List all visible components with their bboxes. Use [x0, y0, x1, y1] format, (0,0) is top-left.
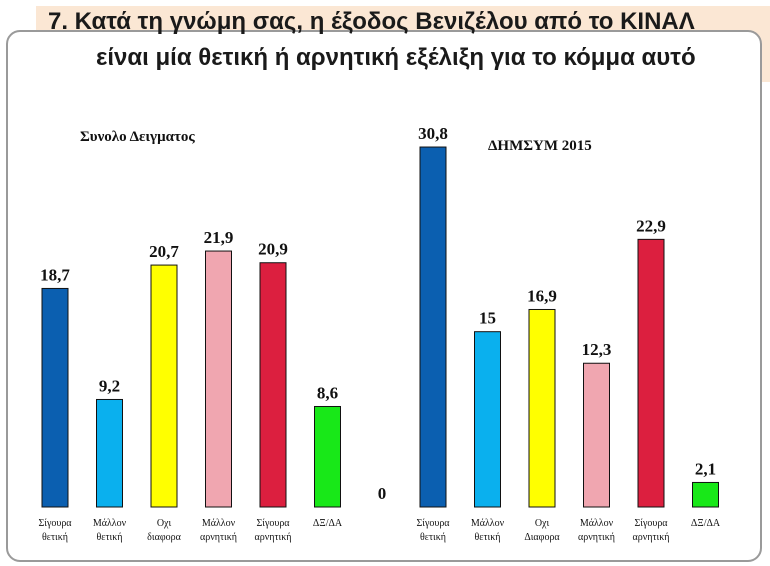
category-label-0-1-0: Μάλλον	[93, 518, 127, 529]
data-label-2-3: 12,3	[582, 340, 612, 359]
chart-title-line-1: 7. Κατά τη γνώμη σας, η έξοδος Βενιζέλου…	[48, 8, 695, 35]
category-label-2-2-0: Οχι	[535, 518, 550, 529]
bar-2-4	[637, 238, 665, 508]
bar-2-0	[419, 146, 447, 508]
category-label-0-4-1: αρνητική	[255, 532, 292, 543]
data-label-2-5: 2,1	[695, 459, 716, 478]
category-label-2-1-0: Μάλλον	[471, 518, 505, 529]
bar-0-5	[314, 405, 341, 508]
data-label-2-2: 16,9	[527, 286, 557, 305]
category-label-2-5-0: ΔΞ/ΔΑ	[691, 518, 721, 529]
category-label-0-0-1: θετική	[42, 532, 68, 543]
bar-2-2	[528, 308, 556, 508]
category-label-0-5-0: ΔΞ/ΔΑ	[313, 518, 343, 529]
data-label-0-1: 9,2	[99, 376, 120, 395]
bar-0-3	[205, 250, 232, 508]
category-label-2-1-1: θετική	[475, 532, 501, 543]
category-label-2-0-0: Σίγουρα	[416, 518, 450, 529]
bar-2-3	[583, 362, 610, 508]
data-label-0-4: 20,9	[258, 240, 288, 259]
data-label-0-0: 18,7	[40, 265, 70, 284]
category-label-0-3-1: αρνητική	[200, 532, 237, 543]
bar-2-5	[692, 481, 719, 508]
category-label-0-2-0: Οχι	[157, 518, 172, 529]
bar-0-2	[150, 264, 178, 508]
data-label-2-4: 22,9	[636, 216, 666, 235]
data-label-2-0: 30,8	[418, 124, 448, 143]
category-label-0-3-0: Μάλλον	[202, 518, 236, 529]
category-label-0-0-0: Σίγουρα	[38, 518, 72, 529]
bar-0-0	[41, 287, 69, 508]
group-title-dimsym-2015: ΔΗΜΣΥΜ 2015	[488, 138, 592, 154]
data-label-0-3: 21,9	[204, 228, 234, 247]
category-label-2-4-1: αρνητική	[633, 532, 670, 543]
category-label-2-4-0: Σίγουρα	[634, 518, 668, 529]
category-label-2-3-0: Μάλλον	[580, 518, 614, 529]
data-label-0-2: 20,7	[149, 242, 179, 261]
category-label-0-4-0: Σίγουρα	[256, 518, 290, 529]
chart-frame	[6, 30, 762, 562]
chart-title-line-2: είναι μία θετική ή αρνητική εξέλιξη για …	[96, 44, 696, 71]
category-label-0-1-1: θετική	[97, 532, 123, 543]
category-label-2-2-1: Διαφορα	[524, 532, 560, 543]
bar-0-4	[259, 262, 287, 508]
data-label-2-1: 15	[479, 309, 496, 328]
category-label-0-2-1: διαφορα	[147, 532, 181, 543]
data-label-1-0: 0	[378, 484, 387, 503]
bar-0-1	[96, 398, 123, 508]
group-title-total-sample: Συνολο Δειγματος	[80, 129, 195, 145]
category-label-2-0-1: θετική	[420, 532, 446, 543]
bar-2-1	[474, 331, 501, 508]
data-label-0-5: 8,6	[317, 383, 338, 402]
category-label-2-3-1: αρνητική	[578, 532, 615, 543]
